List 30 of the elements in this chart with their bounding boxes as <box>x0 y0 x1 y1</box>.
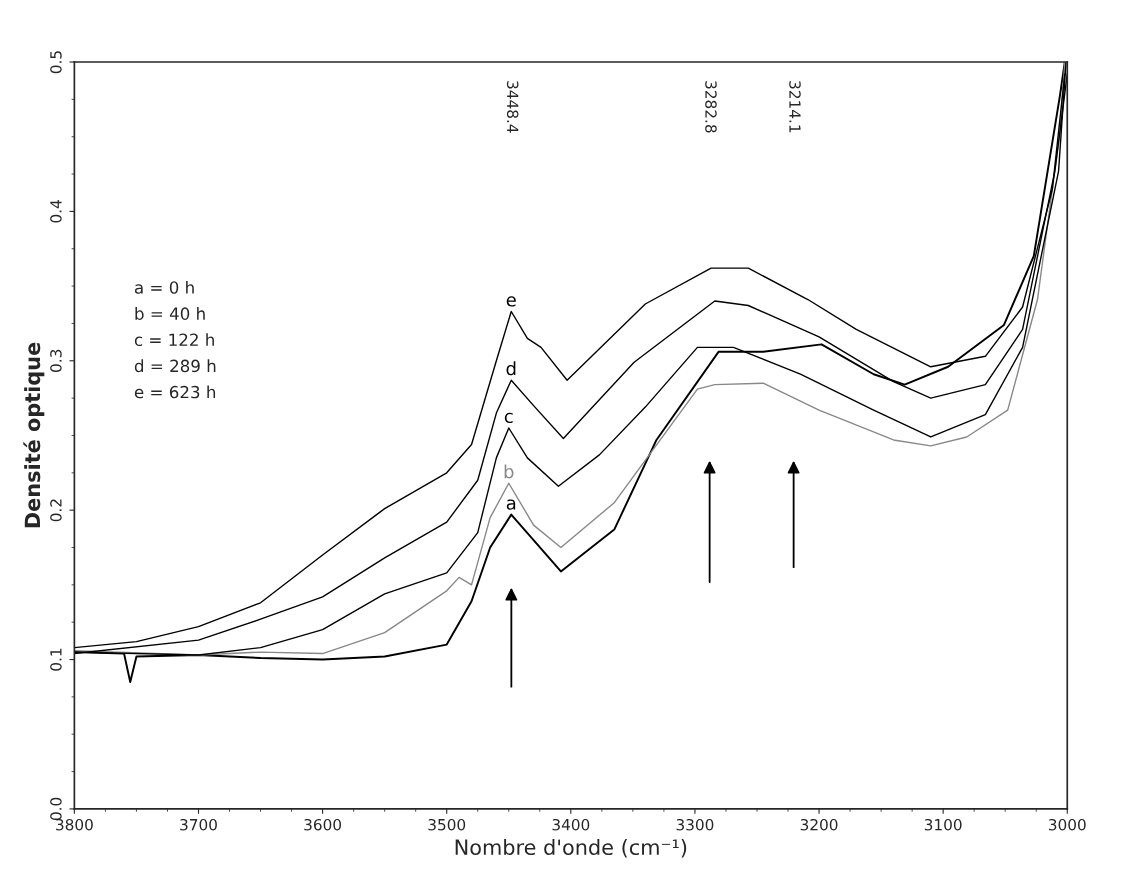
x-tick-label: 3000 <box>1048 818 1086 831</box>
x-tick-label: 3700 <box>180 818 217 831</box>
series-label: a <box>506 499 516 510</box>
series-label: e <box>506 296 516 307</box>
annotation: 3282.8 <box>705 81 717 133</box>
x-tick-label: 3300 <box>676 818 714 831</box>
y-axis-title: Densité optique <box>23 342 45 528</box>
y-tick-label: 0.5 <box>50 51 62 74</box>
annotation: 3448.4 <box>506 81 519 133</box>
y-tick-label: 0.4 <box>50 200 62 223</box>
annotation: a = 0 h <box>134 280 194 294</box>
x-axis-title: Nombre d'onde (cm⁻¹) <box>455 838 687 858</box>
annotation: d = 289 h <box>134 359 216 373</box>
x-tick-label: 3200 <box>800 818 838 831</box>
annotation: c = 122 h <box>134 333 214 347</box>
y-tick-label: 0.0 <box>50 797 62 821</box>
x-tick-label: 3400 <box>552 818 590 831</box>
series-label: d <box>506 361 516 376</box>
series-label: c <box>504 412 513 424</box>
annotation: 3214.1 <box>789 81 801 133</box>
series-label: b <box>504 464 514 479</box>
x-tick-label: 3100 <box>924 818 962 831</box>
y-tick-label: 0.1 <box>50 648 62 671</box>
x-tick-label: 3500 <box>428 818 466 831</box>
annotation: b = 40 h <box>135 307 205 320</box>
y-tick-label: 0.3 <box>50 349 62 372</box>
x-tick-label: 3800 <box>56 818 93 831</box>
y-tick-label: 0.2 <box>50 499 62 522</box>
annotation: e = 623 h <box>134 385 216 399</box>
x-tick-label: 3600 <box>304 818 342 831</box>
